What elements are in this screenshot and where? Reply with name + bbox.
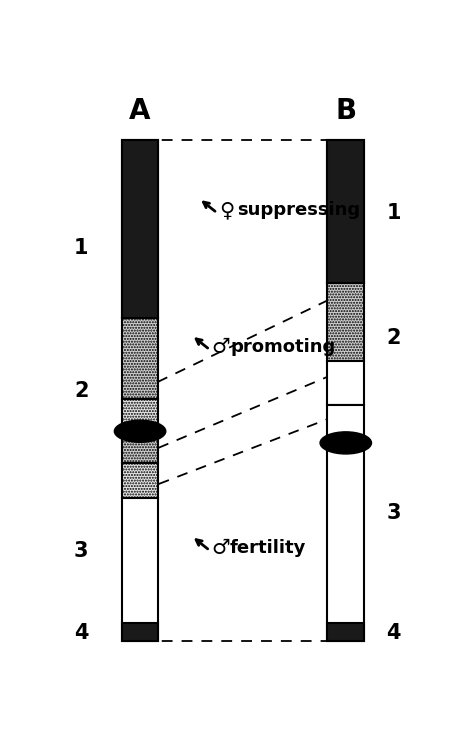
Ellipse shape	[114, 420, 166, 442]
Bar	[328, 361, 364, 405]
Bar	[328, 624, 364, 641]
Bar	[122, 399, 158, 431]
Text: A: A	[129, 97, 151, 125]
Text: 4: 4	[386, 623, 401, 643]
Bar	[328, 140, 364, 283]
Text: ♂: ♂	[212, 337, 230, 357]
Bar	[122, 431, 158, 463]
Bar	[122, 140, 158, 318]
Text: 3: 3	[386, 503, 401, 522]
Bar	[328, 283, 364, 361]
Bar	[328, 283, 364, 361]
Text: 2: 2	[74, 380, 89, 401]
Text: B: B	[335, 97, 356, 125]
Text: fertility: fertility	[230, 539, 307, 556]
Bar	[122, 624, 158, 641]
Ellipse shape	[320, 432, 372, 454]
Bar	[122, 399, 158, 431]
Bar	[328, 405, 364, 641]
Bar	[122, 431, 158, 463]
Text: 3: 3	[74, 541, 89, 561]
Text: promoting: promoting	[230, 338, 335, 356]
Bar	[122, 318, 158, 399]
Bar	[122, 140, 158, 318]
Text: 4: 4	[74, 623, 89, 643]
Text: 1: 1	[74, 238, 89, 258]
Text: ♀: ♀	[219, 200, 234, 220]
Text: 2: 2	[386, 328, 401, 348]
Bar	[122, 463, 158, 498]
Text: suppressing: suppressing	[237, 201, 361, 219]
Bar	[122, 498, 158, 641]
Text: ♂: ♂	[212, 538, 230, 558]
Bar	[328, 140, 364, 283]
Bar	[122, 318, 158, 399]
Bar	[122, 463, 158, 498]
Text: 1: 1	[386, 203, 401, 223]
